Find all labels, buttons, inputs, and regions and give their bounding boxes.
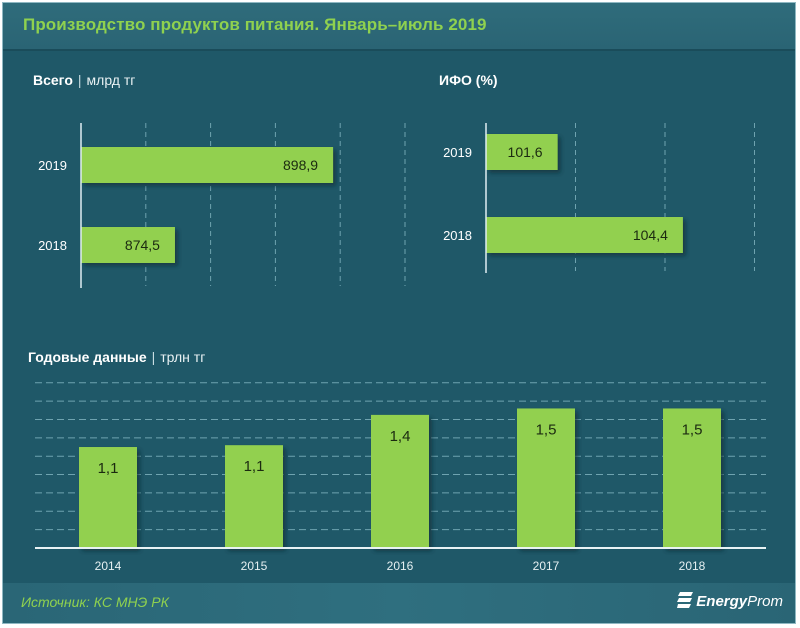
title-separator: | bbox=[77, 72, 82, 88]
category-label: 2019 bbox=[38, 158, 67, 173]
category-label: 2016 bbox=[387, 559, 414, 573]
bar-2019 bbox=[81, 147, 334, 183]
bar-2015 bbox=[225, 445, 283, 548]
bar-2016 bbox=[371, 414, 429, 548]
bar-value-label: 1,1 bbox=[98, 460, 119, 477]
bar-2018 bbox=[663, 408, 721, 548]
category-label: 2014 bbox=[95, 559, 122, 573]
ifo-bar-chart: 101,6 2019 104,4 2018 bbox=[443, 123, 755, 273]
bar-2018 bbox=[81, 227, 175, 263]
annual-title: Годовые данные bbox=[28, 349, 147, 365]
bar-value-label: 104,4 bbox=[633, 227, 668, 243]
bar-value-label: 1,5 bbox=[682, 421, 703, 438]
bar-value-label: 1,4 bbox=[390, 428, 411, 445]
energyprom-logo-icon bbox=[677, 592, 694, 608]
bar-2014 bbox=[79, 447, 137, 548]
total-title: Всего bbox=[33, 72, 73, 88]
bar-value-label: 874,5 bbox=[125, 237, 160, 253]
category-label: 2017 bbox=[533, 559, 560, 573]
bar-value-label: 101,6 bbox=[508, 144, 543, 160]
bar-2019 bbox=[486, 134, 558, 170]
bar-value-label: 898,9 bbox=[283, 157, 318, 173]
header-band: Производство продуктов питания. Январь–и… bbox=[3, 3, 795, 51]
annual-section-title: Годовые данные | трлн тг bbox=[28, 349, 205, 365]
source-note: Источник: КС МНЭ РК bbox=[21, 594, 169, 610]
title-separator: | bbox=[151, 349, 156, 365]
energyprom-logo: EnergyProm bbox=[677, 592, 783, 610]
logo-text: EnergyProm bbox=[696, 592, 783, 610]
category-label: 2018 bbox=[38, 238, 67, 253]
bar-value-label: 1,1 bbox=[244, 458, 265, 475]
total-section-title: Всего | млрд тг bbox=[33, 72, 135, 88]
footer-band: Источник: КС МНЭ РК EnergyProm bbox=[3, 583, 795, 623]
bar-value-label: 1,5 bbox=[536, 421, 557, 438]
bar-2018 bbox=[486, 217, 683, 253]
ifo-section-title: ИФО (%) bbox=[439, 72, 498, 88]
category-label: 2018 bbox=[679, 559, 706, 573]
category-label: 2019 bbox=[443, 145, 472, 160]
charts-canvas: 898,9 2019 874,5 2018 101,6 2019 104,4 2018 1,… bbox=[35, 123, 766, 573]
category-label: 2015 bbox=[241, 559, 268, 573]
ifo-title: ИФО (%) bbox=[439, 72, 498, 88]
annual-unit: трлн тг bbox=[160, 349, 206, 365]
annual-bar-chart: 1,1 2014 1,1 2015 1,4 2016 1,5 2017 1,5 2018 bbox=[35, 382, 766, 573]
total-unit: млрд тг bbox=[86, 72, 136, 88]
bar-2017 bbox=[517, 408, 575, 548]
total-bar-chart: 898,9 2019 874,5 2018 bbox=[38, 123, 406, 288]
category-label: 2018 bbox=[443, 228, 472, 243]
page-title: Производство продуктов питания. Январь–и… bbox=[23, 15, 487, 34]
